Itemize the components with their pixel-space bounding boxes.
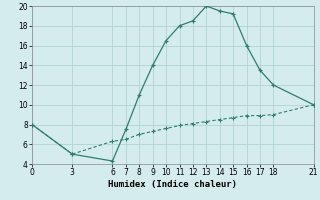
X-axis label: Humidex (Indice chaleur): Humidex (Indice chaleur): [108, 180, 237, 189]
